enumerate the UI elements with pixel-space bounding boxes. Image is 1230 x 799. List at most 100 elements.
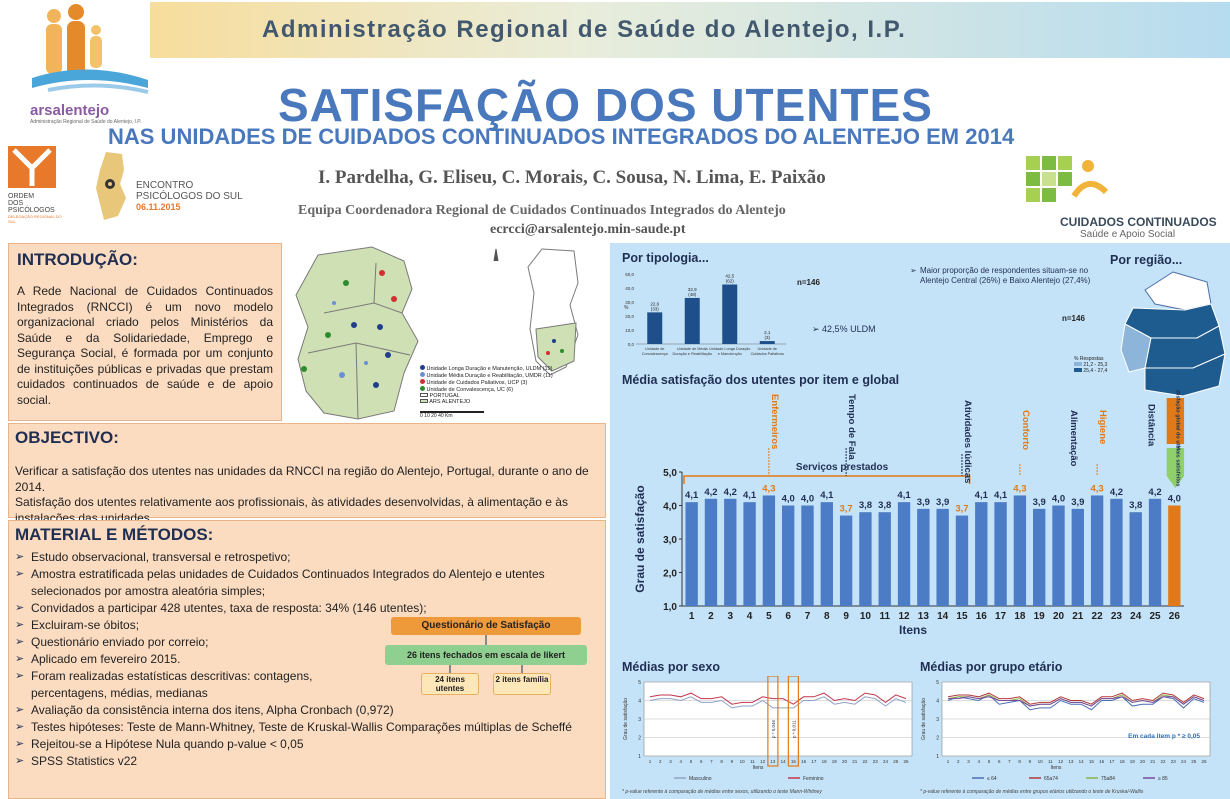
main-bar <box>955 515 969 606</box>
main-x-tick: 4 <box>747 611 753 622</box>
main-data-label: 4,2 <box>1148 487 1161 498</box>
region-legend-item: 21,2 - 25,3 <box>1074 362 1107 368</box>
sex-x-tick: 6 <box>700 759 703 764</box>
typology-y-tick: 20,0 <box>625 314 634 319</box>
contact-email[interactable]: ecrcci@arsalentejo.min-saude.pt <box>490 222 686 237</box>
region-map-baixo <box>1144 353 1226 397</box>
main-data-label: 4,1 <box>743 490 757 501</box>
age-y-tick: 1 <box>936 754 939 760</box>
typology-data-label: 32,9 <box>688 287 697 292</box>
main-bar <box>1033 508 1046 606</box>
typology-bar <box>684 297 700 344</box>
alentejo-map-svg <box>295 246 579 420</box>
region-map-litoral <box>1120 323 1152 373</box>
main-data-label: 4,0 <box>1168 494 1181 505</box>
main-y-tick: 2,0 <box>663 569 677 580</box>
team-name: Equipa Coordenadora Regional de Cuidados… <box>298 203 786 218</box>
typology-data-label: 22,6 <box>650 301 659 306</box>
main-data-label: 3,9 <box>917 497 930 508</box>
sex-x-tick: 15 <box>791 759 797 764</box>
questionnaire-users-box: 24 itens utentes <box>421 673 479 695</box>
ars-figures-icon <box>32 4 149 94</box>
age-series-line <box>947 692 1205 705</box>
sex-y-tick: 3 <box>638 717 641 723</box>
sex-chart-footnote: * p-value referente à comparação de médi… <box>622 789 822 795</box>
main-data-label: 4,2 <box>1110 487 1123 498</box>
main-category-label: Distância <box>1145 404 1156 447</box>
main-bar <box>685 502 698 606</box>
sex-x-tick: 18 <box>822 759 828 764</box>
sex-x-tick: 5 <box>690 759 693 764</box>
typology-data-label: 2,1 <box>764 330 771 335</box>
questionnaire-connector <box>449 665 451 673</box>
main-bar <box>897 502 911 606</box>
main-category-label: Higiene <box>1097 410 1108 444</box>
age-y-tick: 4 <box>936 699 939 705</box>
methods-list: ➢ Estudo observacional, transversal e ret… <box>15 549 599 770</box>
main-x-tick: 20 <box>1053 611 1065 622</box>
sex-x-tick: 3 <box>669 759 672 764</box>
age-x-tick: 5 <box>988 759 991 764</box>
main-bar <box>704 498 718 606</box>
sex-x-tick: 21 <box>852 759 858 764</box>
age-x-tick: 13 <box>1068 759 1074 764</box>
age-x-tick: 1 <box>947 759 950 764</box>
main-category-label: Atividades lúdicas <box>962 400 973 483</box>
main-x-tick: 13 <box>918 611 930 622</box>
map-legend-item: Unidade Longa Duração e Manutenção, ULDM… <box>420 365 553 372</box>
methods-item: ➢ Amostra estratificada pelas unidades de… <box>15 567 545 598</box>
typology-x-label: Convalescença <box>642 352 669 356</box>
main-x-tick: 9 <box>843 611 849 622</box>
typology-data-label: (33) <box>651 306 660 311</box>
map-legend-item: Unidade de Cuidados Paliativos, UCP (3) <box>420 379 553 386</box>
age-x-tick: 19 <box>1130 759 1136 764</box>
encontro-text-2: PSICÓLOGOS DO SUL <box>136 191 243 202</box>
main-y-tick: 5,0 <box>663 468 677 479</box>
main-bar <box>1013 495 1027 606</box>
objective-title: OBJECTIVO: <box>15 428 119 447</box>
main-x-tick: 1 <box>689 611 695 622</box>
main-x-tick: 19 <box>1034 611 1046 622</box>
questionnaire-connector <box>485 635 487 645</box>
sex-x-tick: 14 <box>781 759 787 764</box>
main-data-label: 4,2 <box>724 487 737 498</box>
age-x-tick: 17 <box>1109 759 1115 764</box>
arrow-icon: ➢ <box>812 324 823 334</box>
main-bar <box>1071 508 1084 606</box>
sex-y-tick: 4 <box>638 699 641 705</box>
main-x-label: Itens <box>899 623 927 637</box>
typology-y-label: % <box>624 305 629 311</box>
ordem-text-4: DELEGAÇÃO REGIONAL DO SUL <box>8 214 62 224</box>
age-pvalue-note: Em cada item p * ≥ 0,05 <box>1128 733 1200 740</box>
age-x-tick: 23 <box>1171 759 1177 764</box>
region-map <box>1120 271 1226 397</box>
cc-symbol-icon <box>1026 156 1109 202</box>
ordem-text-1: ORDEM <box>8 193 35 200</box>
ordem-psicologos-logo: ORDEM DOS PSICÓLOGOS DELEGAÇÃO REGIONAL … <box>8 146 68 231</box>
main-bar <box>1168 505 1181 606</box>
main-bar <box>762 495 776 606</box>
age-chart-footnote: * p-value referente à comparação de médi… <box>920 789 1144 795</box>
age-x-tick: 6 <box>998 759 1001 764</box>
main-data-label: 3,9 <box>1033 497 1046 508</box>
main-data-label: 3,7 <box>840 504 853 515</box>
age-y-tick: 5 <box>936 680 939 686</box>
main-data-label: 3,8 <box>1129 500 1142 511</box>
sex-x-tick: 1 <box>649 759 652 764</box>
age-legend-label: ≤ 64 <box>987 776 997 782</box>
main-category-label: Alimentação <box>1068 410 1079 467</box>
sex-x-tick: 12 <box>760 759 766 764</box>
main-bar <box>820 502 833 606</box>
main-bar <box>1052 505 1065 606</box>
typology-x-label: Unidade de Média <box>677 347 709 351</box>
typology-n: n=146 <box>797 278 820 287</box>
main-x-tick: 16 <box>976 611 988 622</box>
age-x-tick: 10 <box>1038 759 1044 764</box>
methods-item: ➢ Estudo observacional, transversal e ret… <box>15 550 291 564</box>
ars-logo-text: arsalentejo <box>30 102 110 119</box>
main-x-tick: 8 <box>824 611 830 622</box>
typology-data-label: 42,5 <box>725 274 734 279</box>
questionnaire-closed-box: 26 itens fechados em escala de likert <box>385 645 587 665</box>
main-chart: 1,0 2,0 3,0 4,0 5,0 Grau de satisfação Itens 4,… <box>633 390 1185 637</box>
